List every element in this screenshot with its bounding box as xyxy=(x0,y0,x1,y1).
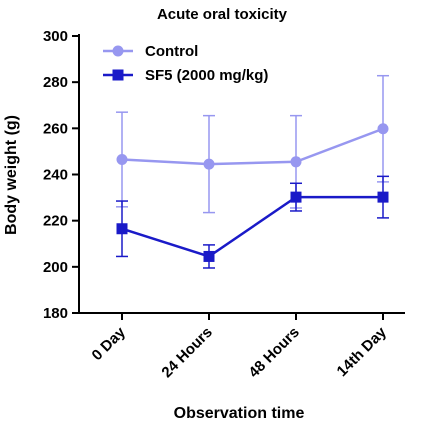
y-tick-label: 260 xyxy=(43,120,68,137)
chart-title: Acute oral toxicity xyxy=(157,6,288,23)
x-tick-label: 48 Hours xyxy=(245,324,302,381)
y-tick-label: 200 xyxy=(43,259,68,276)
data-point xyxy=(203,250,215,262)
data-point xyxy=(116,153,128,165)
data-point xyxy=(377,123,389,135)
x-tick-label: 0 Day xyxy=(89,323,130,364)
legend-marker xyxy=(112,69,124,81)
legend-label: Control xyxy=(145,43,198,60)
plot-area: 180 200 220 240 260 280 300 0 Day 24 Hours 48 Hou… xyxy=(43,28,405,381)
series-line xyxy=(121,127,384,166)
data-point xyxy=(290,191,302,203)
y-axis-label: Body weight (g) xyxy=(3,115,20,235)
legend-marker xyxy=(112,45,124,57)
x-axis-label: Observation time xyxy=(174,405,305,422)
data-point xyxy=(377,191,389,203)
data-point xyxy=(290,156,302,168)
y-tick-label: 220 xyxy=(43,213,68,230)
y-tick-label: 300 xyxy=(43,28,68,45)
x-tick-label: 24 Hours xyxy=(158,324,215,381)
y-tick-label: 240 xyxy=(43,167,68,184)
x-tick-label: 14th Day xyxy=(334,323,391,380)
y-tick-label: 180 xyxy=(43,305,68,322)
data-point xyxy=(116,223,128,235)
series-line xyxy=(121,195,383,258)
y-tick-label: 280 xyxy=(43,74,68,91)
data-point xyxy=(203,158,215,170)
legend-label: SF5 (2000 mg/kg) xyxy=(145,67,268,84)
